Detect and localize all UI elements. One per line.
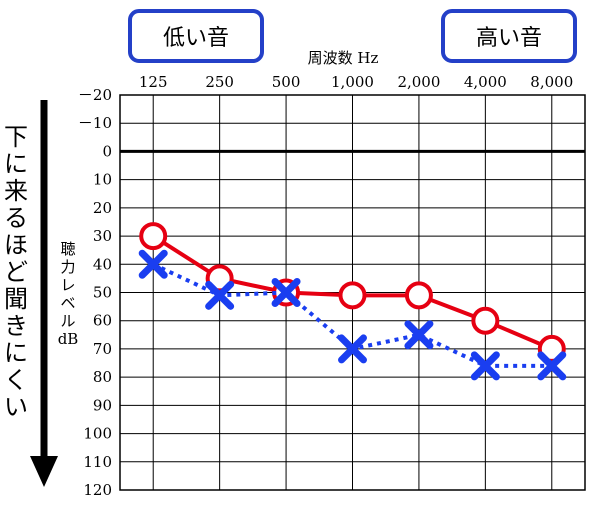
side-caption-char: ほ [4,231,28,259]
y-tick-label: 30 [93,227,112,245]
x-marker [271,278,301,307]
y-tick-label: 70 [93,340,112,358]
x-tick-label: 2,000 [397,73,440,91]
x-tick-label: 500 [272,73,301,91]
x-marker [404,320,434,350]
low-sound-label: 低い音 [163,26,229,51]
y-tick-label: 60 [93,312,112,330]
y-title-char: ベ [60,294,75,312]
series-left-ear [138,249,567,381]
x-tick-label: 1,000 [331,73,374,91]
x-tick-labels: 125 250 500 1,000 2,000 4,000 8,000 [139,73,573,91]
y-tick-label: 40 [93,255,112,273]
side-caption-char: 来 [4,177,28,205]
y-tick-label: 0 [102,142,112,160]
x-tick-label: 8,000 [530,73,573,91]
y-tick-label: 10 [93,171,112,189]
x-tick-label: 125 [139,73,168,91]
circle-marker [139,222,168,251]
side-caption-char: き [4,312,28,340]
high-sound-label: 高い音 [476,26,542,51]
x-marker [537,351,567,381]
y-tick-label: 110 [83,453,112,471]
x-marker [205,280,235,310]
low-sound-label-box: 低い音 [128,9,264,63]
y-tick-label: 50 [93,284,112,302]
x-tick-label: 250 [205,73,234,91]
y-tick-label: －20 [78,86,112,104]
y-tick-label: 20 [93,199,112,217]
x-marker [138,249,168,279]
y-tick-label: 80 [93,368,112,386]
y-title-char: ル [60,312,75,330]
circle-marker [471,306,500,335]
series-layer [138,222,567,381]
down-arrow-icon [30,100,58,487]
side-caption-char: い [4,393,28,421]
y-tick-label: 120 [83,481,112,499]
side-caption-char: る [4,204,28,232]
circle-marker [338,281,367,310]
y-tick-labels: －20 －10 0 10 20 30 40 50 60 70 80 90 100 110 120 [78,86,112,499]
side-caption-char: ど [4,258,28,286]
circle-marker [404,281,433,310]
side-caption-char: 下 [4,123,28,151]
side-caption-char: に [4,339,28,367]
y-title-char: dB [58,330,79,348]
high-sound-label-box: 高い音 [441,9,577,63]
y-title-char: レ [60,276,75,294]
side-caption-char: に [4,150,28,178]
x-axis-title: 周波数 Hz [308,49,379,67]
y-tick-label: －10 [78,114,112,132]
y-title-char: 力 [60,258,75,276]
x-marker [338,334,367,364]
x-tick-label: 4,000 [464,73,507,91]
side-caption-char: く [4,366,28,394]
y-title-char: 聴 [60,240,75,258]
x-marker [470,351,500,381]
y-tick-label: 100 [83,425,112,443]
side-caption-char: 聞 [4,285,28,313]
y-tick-label: 90 [93,396,112,414]
